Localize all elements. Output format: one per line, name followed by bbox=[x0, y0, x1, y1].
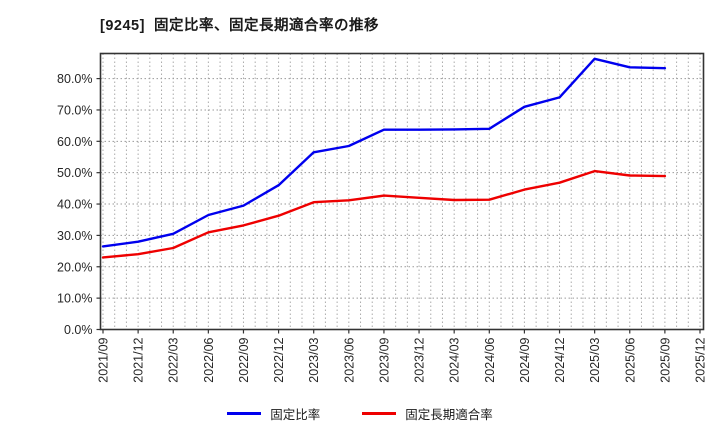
x-axis-tick-label: 2024/09 bbox=[518, 337, 532, 382]
x-axis-tick-label: 2022/12 bbox=[272, 337, 286, 382]
x-axis-tick-label: 2023/09 bbox=[377, 337, 391, 382]
x-axis-tick-label: 2024/12 bbox=[553, 337, 567, 382]
y-axis-tick-label: 50.0% bbox=[57, 166, 92, 180]
x-axis-tick-label: 2022/03 bbox=[167, 337, 181, 382]
y-axis-tick-label: 20.0% bbox=[57, 260, 92, 274]
x-axis-tick-label: 2025/06 bbox=[623, 337, 637, 382]
x-axis-tick-label: 2025/09 bbox=[658, 337, 672, 382]
legend: 固定比率 固定長期適合率 bbox=[0, 404, 720, 423]
legend-item-fixed-ratio: 固定比率 bbox=[227, 404, 320, 423]
grid-horizontal bbox=[100, 78, 704, 299]
x-axis-tick-label: 2022/09 bbox=[237, 337, 251, 382]
x-axis-tick-label: 2024/06 bbox=[483, 337, 497, 382]
x-axis-tick-label: 2025/03 bbox=[588, 337, 602, 382]
series-line-0 bbox=[101, 57, 667, 248]
y-axis-tick-label: 0.0% bbox=[64, 323, 93, 337]
x-axis-tick-label: 2025/12 bbox=[694, 337, 708, 382]
legend-line-swatch-blue bbox=[227, 412, 262, 415]
chart-title: [9245] 固定比率、固定長期適合率の推移 bbox=[100, 18, 379, 34]
x-axis-tick-label: 2022/06 bbox=[202, 337, 216, 382]
legend-item-fixed-longterm-ratio: 固定長期適合率 bbox=[362, 404, 493, 423]
x-axis-tick-label: 2023/03 bbox=[307, 337, 321, 382]
y-axis-tick-label: 60.0% bbox=[57, 135, 92, 149]
x-axis-tick-label: 2023/06 bbox=[342, 337, 356, 382]
x-axis-tick-label: 2021/09 bbox=[97, 337, 111, 382]
x-axis-tick-label: 2021/12 bbox=[132, 337, 146, 382]
x-axis-tick-label: 2024/03 bbox=[448, 337, 462, 382]
series-line-1 bbox=[101, 169, 667, 259]
y-axis-tick-label: 10.0% bbox=[57, 292, 92, 306]
y-axis-tick-label: 70.0% bbox=[57, 103, 92, 117]
x-axis-tick-label: 2023/12 bbox=[413, 337, 427, 382]
y-axis-labels: 0.0% 10.0% 20.0% 30.0% 40.0% 50.0% 60.0% 70.0% 8… bbox=[57, 72, 101, 337]
legend-line-swatch-red bbox=[362, 412, 397, 415]
legend-label-fixed-ratio: 固定比率 bbox=[270, 408, 321, 422]
y-axis-tick-label: 30.0% bbox=[57, 229, 92, 243]
axis-frame bbox=[99, 52, 705, 331]
x-axis-labels: 2021/09 2021/12 2022/03 2022/06 2022/09 2022/… bbox=[97, 329, 708, 383]
y-axis-tick-label: 80.0% bbox=[57, 72, 92, 86]
grid-vertical bbox=[102, 53, 701, 330]
legend-label-fixed-longterm-ratio: 固定長期適合率 bbox=[405, 408, 493, 422]
y-axis-tick-label: 40.0% bbox=[57, 198, 92, 212]
